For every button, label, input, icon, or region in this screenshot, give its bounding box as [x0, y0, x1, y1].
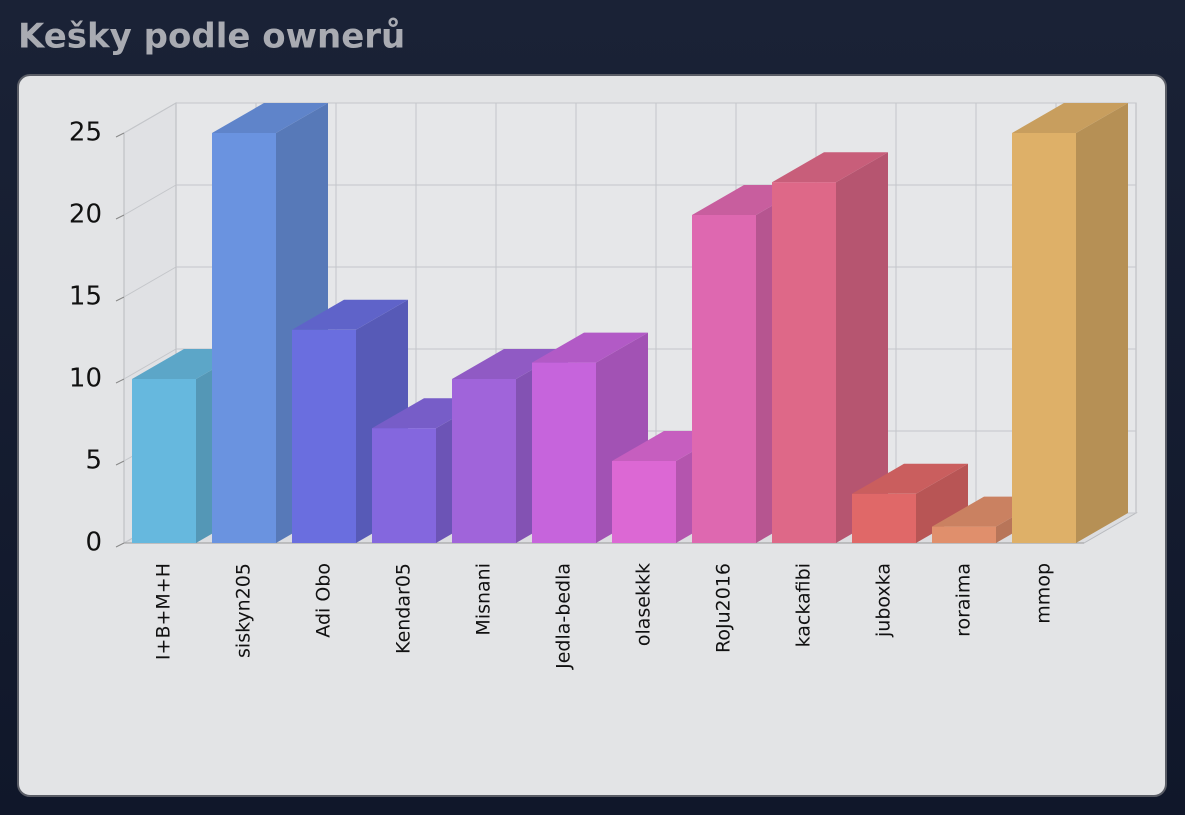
y-tick-label: 5 [85, 446, 102, 476]
bar-side [836, 152, 888, 543]
bar [932, 526, 996, 543]
x-tick-label: RoJu2016 [713, 563, 735, 653]
tick-mark [115, 378, 125, 384]
bar [372, 428, 436, 543]
x-tick-label: kackafibi [793, 563, 815, 647]
bar [692, 215, 756, 543]
bar [772, 182, 836, 543]
x-tick-label: siskyn205 [233, 563, 255, 658]
grid-line [123, 102, 177, 134]
grid-line [123, 184, 177, 216]
bar-top [852, 463, 968, 494]
x-tick-label: I+B+M+H [153, 563, 175, 660]
bar [132, 379, 196, 543]
bar-top [772, 152, 888, 183]
x-tick-label: Jedla-bedla [553, 563, 575, 670]
bar [612, 461, 676, 543]
bar-top [452, 349, 568, 379]
bar [1012, 133, 1076, 543]
bar-top [212, 103, 328, 133]
tick-mark [115, 542, 125, 548]
tick-mark [115, 132, 125, 138]
bar-side [916, 463, 968, 543]
grid-line [123, 348, 177, 380]
bar-top [292, 299, 408, 330]
bar-top [1012, 103, 1128, 133]
bar [532, 362, 596, 543]
grid-line [123, 266, 177, 298]
bar [452, 379, 516, 543]
x-tick-label: olasekkk [633, 563, 655, 646]
y-tick-label: 10 [69, 364, 102, 394]
y-tick-label: 25 [69, 118, 102, 148]
x-tick-label: mmop [1033, 563, 1055, 624]
y-tick-label: 15 [69, 282, 102, 312]
x-tick-label: Adi Obo [313, 563, 335, 638]
bar [292, 329, 356, 543]
y-tick-label: 20 [69, 200, 102, 230]
bar [852, 493, 916, 543]
y-tick-label: 0 [85, 528, 102, 558]
tick-mark [115, 460, 125, 466]
x-tick-label: roraima [953, 563, 975, 637]
x-tick-label: juboxka [873, 563, 895, 638]
plot: 0 5 10 15 20 25 I+B+M+H siskyn205 Adi Obo Kendar0… [69, 102, 1138, 670]
tick-mark [115, 214, 125, 220]
bar-top [532, 332, 648, 363]
tick-mark [115, 296, 125, 302]
chart-title: Kešky podle ownerů [18, 17, 405, 57]
x-tick-label: Misnani [473, 563, 495, 636]
bar-side [1076, 103, 1128, 543]
x-tick-label: Kendar05 [393, 563, 415, 654]
bar [212, 133, 276, 543]
